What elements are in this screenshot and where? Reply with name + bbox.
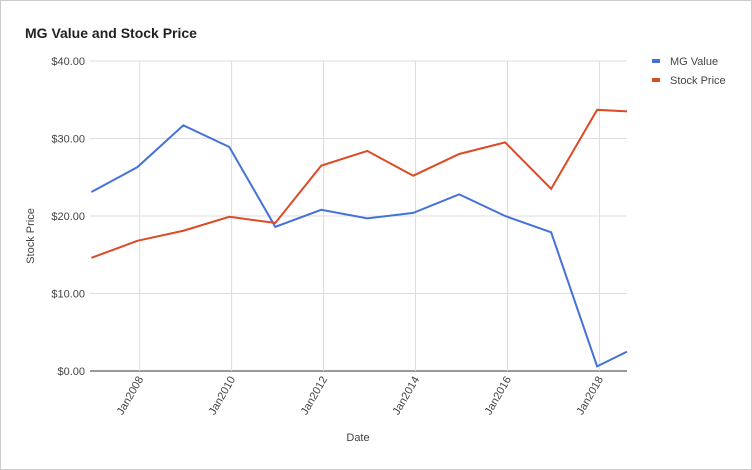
series-line	[90, 124, 628, 368]
y-tick-label: $0.00	[57, 366, 85, 378]
series-line	[91, 108, 628, 259]
y-tick-label: $30.00	[51, 134, 85, 146]
x-axis-label: Date	[346, 432, 369, 444]
y-tick-label: $20.00	[51, 211, 85, 223]
legend-label: MG Value	[670, 56, 718, 68]
y-tick-label: $10.00	[51, 289, 85, 301]
legend-swatch	[652, 78, 660, 82]
chart-title: MG Value and Stock Price	[25, 25, 197, 41]
y-axis-label: Stock Price	[25, 208, 37, 264]
y-tick-label: $40.00	[51, 56, 85, 68]
legend-label: Stock Price	[670, 75, 726, 87]
legend-swatch	[652, 59, 660, 63]
